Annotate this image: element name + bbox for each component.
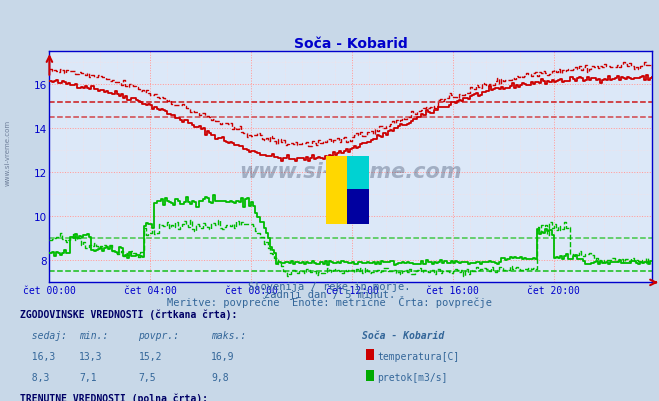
Text: zadnji dan / 5 minut.: zadnji dan / 5 minut. [264, 290, 395, 300]
Text: www.si-vreme.com: www.si-vreme.com [5, 119, 11, 185]
Text: TRENUTNE VREDNOSTI (polna črta):: TRENUTNE VREDNOSTI (polna črta): [20, 393, 208, 401]
Text: min.:: min.: [79, 330, 109, 340]
Text: Soča - Kobarid: Soča - Kobarid [362, 330, 445, 340]
Text: 8,3: 8,3 [20, 372, 49, 382]
Text: 15,2: 15,2 [138, 351, 162, 361]
Text: 9,8: 9,8 [211, 372, 229, 382]
Text: 16,3: 16,3 [20, 351, 55, 361]
Text: ZGODOVINSKE VREDNOSTI (črtkana črta):: ZGODOVINSKE VREDNOSTI (črtkana črta): [20, 309, 237, 320]
Text: temperatura[C]: temperatura[C] [378, 351, 460, 361]
Text: Slovenija / reke in morje.: Slovenija / reke in morje. [248, 282, 411, 292]
Text: 16,9: 16,9 [211, 351, 235, 361]
Text: 13,3: 13,3 [79, 351, 103, 361]
Text: 7,1: 7,1 [79, 372, 97, 382]
Text: povpr.:: povpr.: [138, 330, 179, 340]
Text: maks.:: maks.: [211, 330, 246, 340]
Text: Meritve: povprečne  Enote: metrične  Črta: povprečje: Meritve: povprečne Enote: metrične Črta:… [167, 296, 492, 308]
Text: sedaj:: sedaj: [20, 330, 67, 340]
Title: Soča - Kobarid: Soča - Kobarid [294, 37, 408, 51]
Text: www.si-vreme.com: www.si-vreme.com [240, 162, 462, 182]
Text: pretok[m3/s]: pretok[m3/s] [378, 372, 448, 382]
Text: 7,5: 7,5 [138, 372, 156, 382]
